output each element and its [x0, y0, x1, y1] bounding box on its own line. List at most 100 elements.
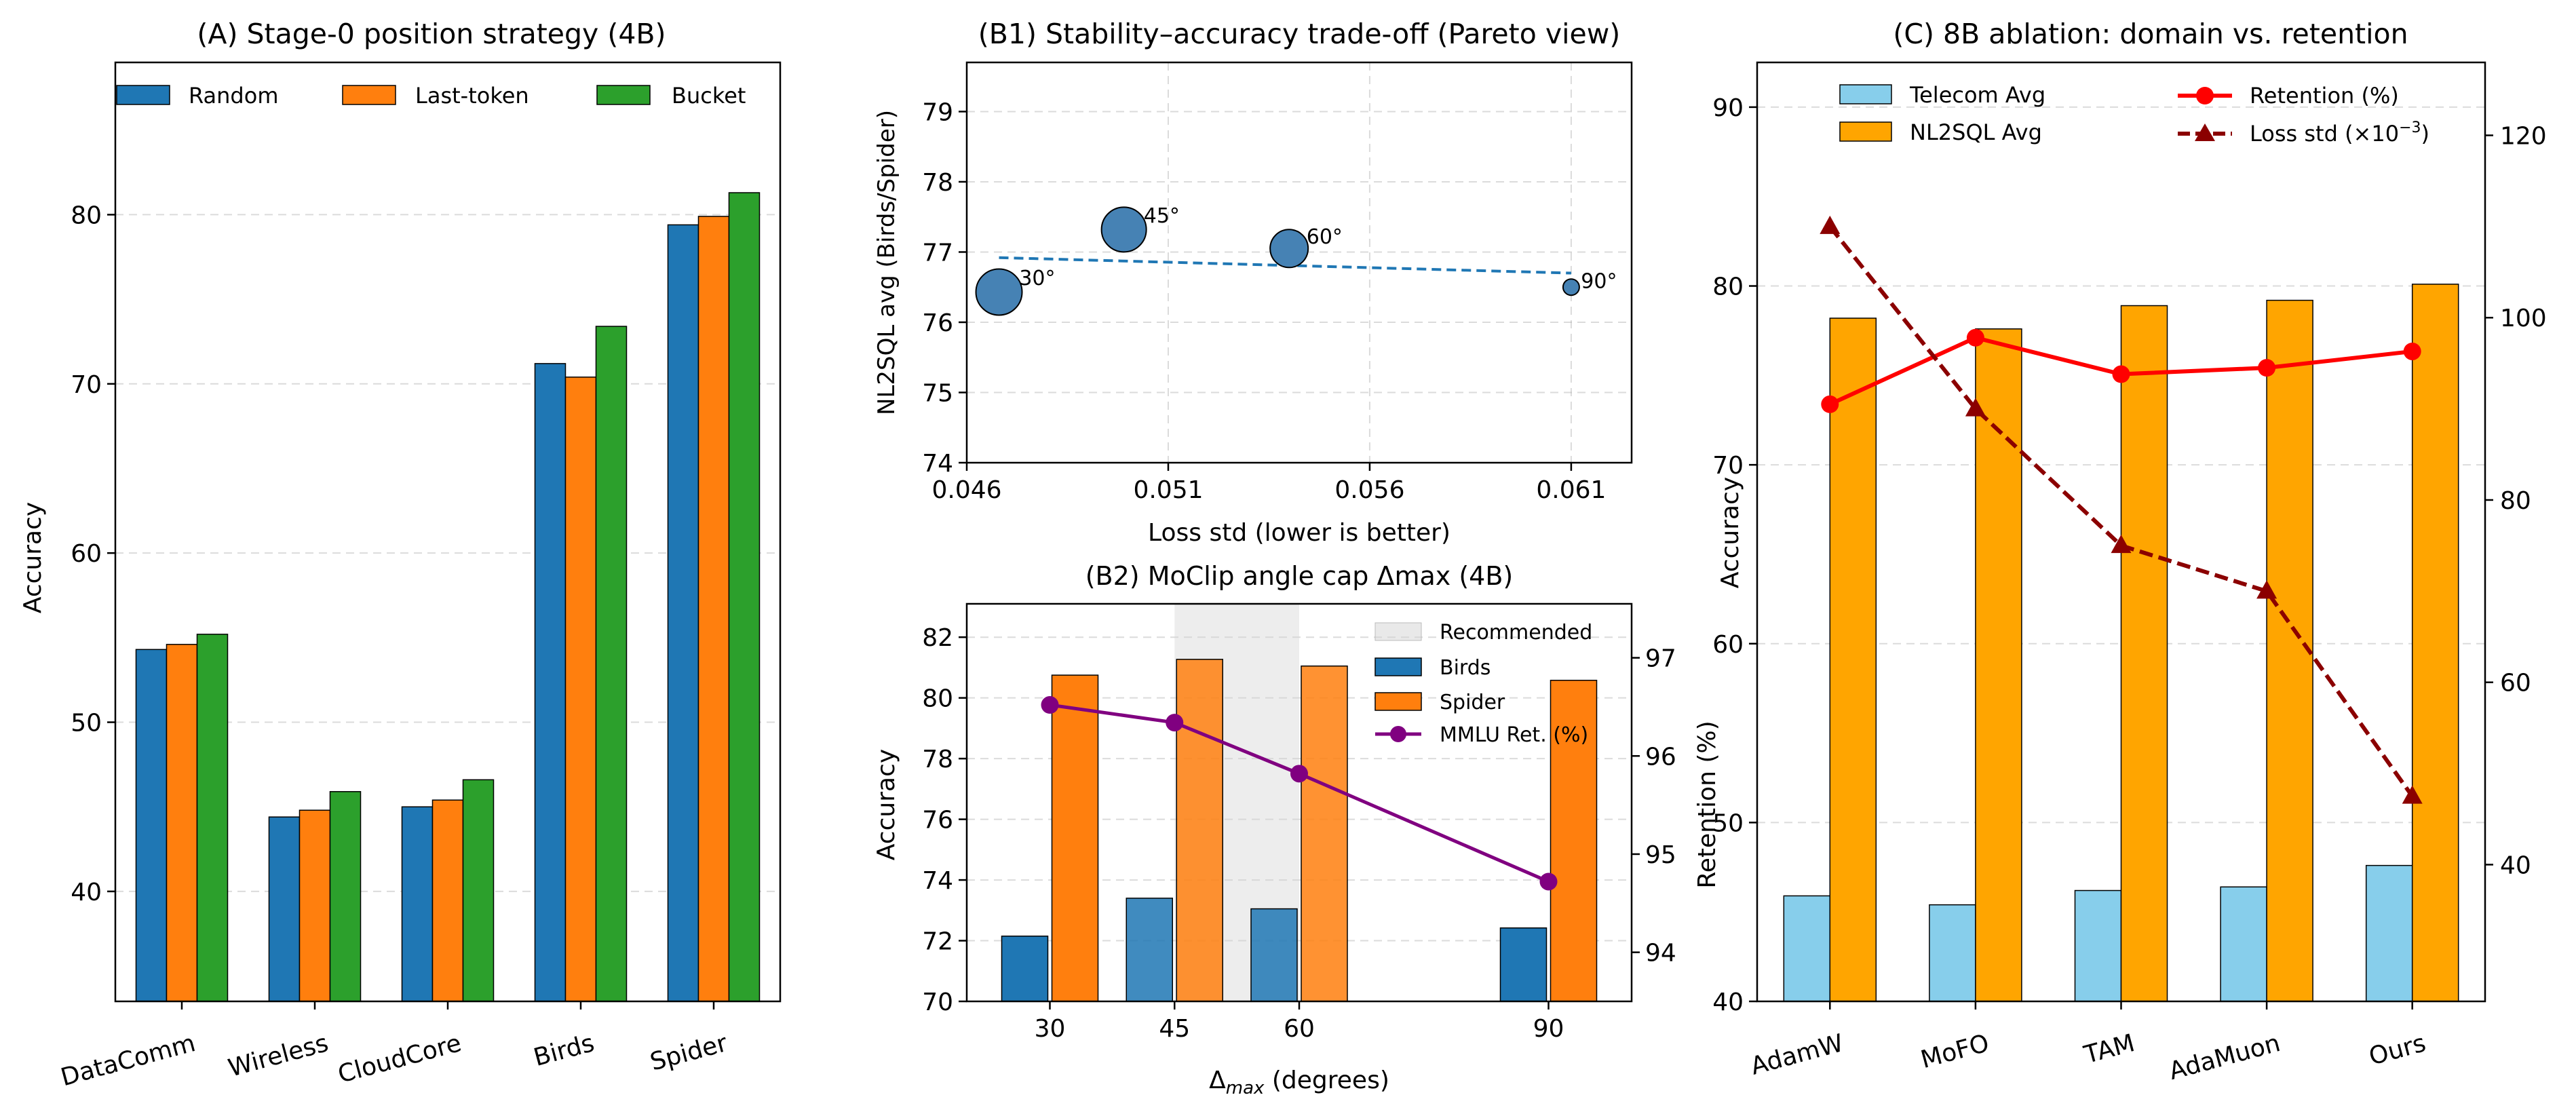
x-tick-label-adamw: AdamW — [1748, 1029, 1846, 1081]
legend-swatch-recommended — [1374, 622, 1422, 641]
panel-c-right-y-tick-label: 100 — [2500, 305, 2547, 332]
bar-birds-90 — [1499, 927, 1547, 1002]
panel-b1-x-tick-label: 0.051 — [1133, 476, 1203, 504]
bar-birds-30 — [1001, 936, 1049, 1002]
panel-a-y-tick-label: 80 — [71, 201, 102, 229]
legend-label-telecom-avg: Telecom Avg — [1909, 82, 2045, 108]
panel-a-title: (A) Stage-0 position strategy (4B) — [197, 18, 666, 50]
bar-bucket-wireless — [329, 791, 362, 1002]
legend-label-spider: Spider — [1440, 691, 1505, 714]
panel-b2-x-tick-label-60: 60 — [1284, 1015, 1315, 1043]
marker-loss-std-adamw — [1820, 215, 1841, 234]
marker-loss-std-adamuon — [2256, 580, 2277, 599]
legend-label-recommended: Recommended — [1440, 621, 1592, 645]
bar-bucket-birds — [595, 326, 628, 1002]
legend-marker-mmlu — [1390, 726, 1406, 742]
legend-marker-retention — [2196, 87, 2214, 104]
legend-label-nl2sql-avg: NL2SQL Avg — [1910, 119, 2042, 145]
panel-b2-right-y-axis-label: Retention (%) — [1693, 721, 1721, 888]
x-tick-label-adamuon: AdaMuon — [2166, 1029, 2284, 1086]
panel-c-y-tick-label: 40 — [1712, 988, 1744, 1016]
bar-nl2sql-avg-adamuon — [2266, 299, 2313, 1002]
x-tick-label-wireless: Wireless — [225, 1029, 331, 1083]
panel-b1-x-tick-label: 0.056 — [1334, 476, 1404, 504]
panel-b2-x-tick-label-90: 90 — [1533, 1015, 1564, 1043]
bar-nl2sql-avg-ours — [2411, 284, 2459, 1002]
legend-label-mmlu: MMLU Ret. (%) — [1440, 723, 1588, 747]
legend-swatch-spider — [1374, 692, 1422, 711]
panel-b2: (B2) MoClip angle cap Δmax (4B) Δmax (de… — [872, 561, 1721, 1098]
marker-retention-adamw — [1821, 395, 1839, 413]
panel-b1-y-axis-label: NL2SQL avg (Birds/Spider) — [873, 110, 900, 415]
marker-mmlu-retention-45 — [1166, 714, 1184, 732]
bar-random-datacomm — [135, 649, 168, 1002]
panel-b2-y-axis-label: Accuracy — [872, 749, 900, 860]
panel-a: (A) Stage-0 position strategy (4B) Accur… — [19, 18, 782, 1092]
marker-loss-std-ours — [2402, 785, 2423, 804]
bar-telecom-avg-adamuon — [2220, 886, 2267, 1002]
point-60 — [1269, 229, 1309, 269]
line-mmlu-retention — [1050, 703, 1550, 883]
panel-b2-y-tick-label: 74 — [922, 867, 953, 895]
panel-b1-x-axis-label: Loss std (lower is better) — [1148, 519, 1450, 547]
bar-spider-60 — [1301, 665, 1348, 1002]
bar-birds-60 — [1250, 908, 1298, 1002]
marker-retention-tam — [2112, 365, 2130, 383]
panel-c-title: (C) 8B ablation: domain vs. retention — [1893, 18, 2408, 50]
point-label-90: 90° — [1581, 270, 1617, 294]
bar-random-cloudcore — [401, 806, 434, 1002]
x-tick-label-datacomm: DataComm — [58, 1029, 198, 1092]
panel-b2-y-tick-label: 70 — [922, 988, 953, 1016]
panel-b2-y-tick-label: 78 — [922, 746, 953, 773]
legend-label-bucket: Bucket — [672, 83, 746, 109]
marker-loss-std-tam — [2111, 535, 2132, 554]
legend-label-birds: Birds — [1440, 656, 1491, 680]
panel-b2-x-tick-label-45: 45 — [1159, 1015, 1190, 1043]
panel-a-legend: Random Last-token Bucket — [116, 83, 746, 109]
bar-random-birds — [534, 363, 566, 1002]
legend-swatch-birds — [1374, 657, 1422, 676]
panel-b1-title: (B1) Stability–accuracy trade-off (Paret… — [978, 18, 1621, 50]
bar-last-token-spider — [697, 216, 730, 1002]
marker-retention-adamuon — [2258, 359, 2276, 377]
panel-b2-title: (B2) MoClip angle cap Δmax (4B) — [1085, 561, 1514, 591]
panel-b1-y-tick-label: 79 — [922, 98, 953, 126]
bar-bucket-cloudcore — [462, 779, 495, 1002]
legend-swatch-telecom-avg — [1839, 84, 1892, 104]
bar-random-spider — [667, 224, 699, 1002]
bar-telecom-avg-mofo — [1929, 904, 1976, 1002]
panel-b1-y-tick-label: 75 — [922, 379, 953, 407]
panel-b1-y-tick-label: 74 — [922, 450, 953, 478]
panel-b1-y-tick-label: 76 — [922, 309, 953, 337]
bar-last-token-datacomm — [166, 644, 198, 1002]
panel-c-right-y-tick-label: 120 — [2500, 122, 2547, 150]
bar-nl2sql-avg-adamw — [1829, 318, 1877, 1002]
panel-b2-x-axis-label: Δmax (degrees) — [1209, 1067, 1389, 1098]
bar-last-token-cloudcore — [431, 799, 464, 1002]
panel-c: (C) 8B ablation: domain vs. retention Ac… — [1712, 18, 2547, 1086]
panel-b1-y-tick-label: 78 — [922, 169, 953, 197]
x-tick-label-tam: TAM — [2081, 1029, 2138, 1069]
panel-b2-right-y-tick-label: 96 — [1645, 743, 1676, 771]
bar-last-token-wireless — [299, 809, 331, 1002]
panel-b1: (B1) Stability–accuracy trade-off (Paret… — [873, 18, 1633, 547]
bar-bucket-datacomm — [196, 634, 229, 1002]
bar-telecom-avg-tam — [2074, 889, 2122, 1002]
panel-c-y-tick-label: 80 — [1712, 273, 1744, 301]
point-label-45: 45° — [1144, 204, 1180, 228]
panel-b2-y-tick-label: 82 — [922, 624, 953, 652]
panel-b2-right-y-tick-label: 95 — [1645, 841, 1676, 869]
panel-b2-legend: Recommended Birds Spider MMLU Ret. (%) — [1374, 621, 1592, 747]
bar-spider-90 — [1550, 679, 1598, 1002]
bar-spider-30 — [1051, 674, 1099, 1002]
panel-b2-x-tick-label-30: 30 — [1035, 1015, 1066, 1043]
panel-c-y-axis-label: Accuracy — [1716, 477, 1744, 588]
panel-b2-y-tick-label: 76 — [922, 807, 953, 834]
panel-b2-right-y-tick-label: 94 — [1645, 940, 1676, 967]
panel-b2-y-tick-label: 80 — [922, 685, 953, 713]
panel-b1-x-tick-label: 0.061 — [1536, 476, 1606, 504]
bar-telecom-avg-ours — [2365, 864, 2413, 1002]
panel-b1-y-tick-label: 77 — [922, 239, 953, 267]
panel-b1-x-tick-label: 0.046 — [931, 476, 1001, 504]
